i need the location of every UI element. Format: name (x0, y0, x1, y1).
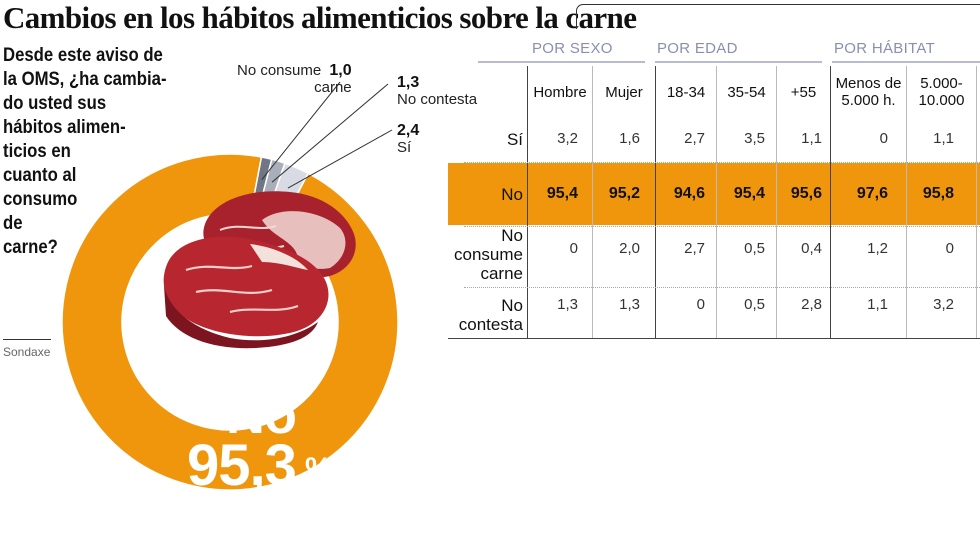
column-header-55plus: +55 (790, 84, 817, 101)
table-cell: 2,0 (619, 240, 640, 257)
table-cell: 3,2 (933, 296, 954, 313)
question-line: do usted sus (3, 93, 107, 114)
slice-label-text: Sí (397, 139, 412, 156)
table-bottom-rule (448, 338, 980, 339)
survey-question: Desde este aviso de la OMS, ¿ha cambia- … (3, 44, 178, 260)
table-cell: 3,2 (557, 130, 578, 147)
column-divider (906, 66, 907, 338)
center-label: No (226, 385, 297, 445)
row-separator (464, 162, 980, 163)
table-cell: 95,4 (733, 185, 765, 202)
row-label-no-consume: No consume carne (454, 226, 523, 283)
chart-title: Cambios en los hábitos alimenticios sobr… (3, 0, 637, 35)
steak-front-fat (250, 244, 308, 270)
table-cell: 95,6 (790, 185, 822, 202)
table-cell: 1,6 (619, 130, 640, 147)
row-label-si: Sí (506, 130, 523, 149)
table-cell: 97,6 (856, 185, 888, 202)
column-divider (655, 66, 656, 338)
table-cell: 2,8 (801, 296, 822, 313)
table-cell: 95,8 (922, 185, 954, 202)
question-line: cuanto al (3, 165, 77, 186)
table-cell: 95,2 (608, 185, 640, 202)
row-separator (464, 287, 980, 288)
table-cell: 0,4 (801, 240, 822, 257)
meat-illustration (163, 191, 356, 349)
group-rule-habitat (832, 61, 980, 63)
column-divider (716, 66, 717, 338)
column-header-18-34: 18-34 (666, 84, 706, 101)
column-divider (830, 66, 831, 338)
leader-line (271, 83, 389, 183)
column-divider (592, 66, 593, 338)
table-cell: 0,5 (744, 240, 765, 257)
slice-label-text: No contesta (397, 91, 478, 108)
question-line: la OMS, ¿ha cambia- (3, 69, 167, 90)
table-cell: 1,1 (933, 130, 954, 147)
steak-back-fat (262, 211, 346, 269)
slice-label-value: 1,3 (397, 74, 420, 91)
group-header-sexo: POR SEXO (532, 40, 613, 57)
table-cell: 1,2 (867, 240, 888, 257)
table-cell: 3,5 (744, 130, 765, 147)
table-cell: 0 (569, 240, 578, 257)
row-separator (464, 226, 980, 227)
question-line: consumo (3, 189, 78, 210)
table-cell: 1,3 (619, 296, 640, 313)
slice-label-value: 1,0 (329, 62, 352, 79)
table-cell: 0 (945, 240, 954, 257)
slice-label-value: 2,4 (397, 122, 420, 139)
group-rule-sexo (478, 61, 645, 63)
slice-label-text: carne (314, 79, 352, 96)
group-rule-edad (655, 61, 822, 63)
column-header-mujer: Mujer (605, 84, 643, 101)
column-header-5000-10000: 5.000- 10.000 (918, 75, 965, 109)
steak-front-marbling (185, 264, 299, 314)
table-cell: 1,3 (557, 296, 578, 313)
column-divider (527, 66, 528, 338)
source-label: Sondaxe (3, 345, 51, 359)
question-line: carne? (3, 237, 58, 258)
table-cell: 0 (696, 296, 705, 313)
center-unit: % (305, 452, 332, 485)
group-header-habitat: POR HÁBITAT (834, 40, 936, 57)
question-line: de (3, 213, 23, 234)
highlight-row-band (448, 163, 980, 225)
table-cell: 0 (879, 130, 888, 147)
slice-label-text: No consume (237, 62, 322, 79)
leader-line (287, 129, 393, 189)
question-line: Desde este aviso de (3, 45, 163, 66)
leader-line (261, 81, 341, 180)
table-cell: 95,4 (546, 185, 578, 202)
source-rule (3, 339, 51, 340)
column-header-menos-5000: Menos de 5.000 h. (835, 75, 902, 109)
center-value: 95,3 (187, 433, 297, 498)
table-cell: 94,6 (673, 185, 705, 202)
table-cell: 2,7 (684, 130, 705, 147)
group-header-edad: POR EDAD (657, 40, 738, 57)
slice-label-no-contesta: 1,3 No contesta (397, 74, 477, 108)
row-label-no: No (501, 185, 523, 204)
table-cell: 2,7 (684, 240, 705, 257)
question-line: ticios en (3, 141, 71, 162)
leader-lines (261, 81, 393, 189)
slice-label-si: 2,4 Sí (397, 122, 419, 156)
table-cell: 1,1 (867, 296, 888, 313)
title-decoration-rule (576, 4, 980, 29)
slice-label-no-consume: No consume 1,0 carne (237, 62, 352, 96)
column-divider (776, 66, 777, 338)
column-header-hombre: Hombre (533, 84, 587, 101)
row-label-no-contesta: No contesta (458, 296, 523, 334)
table-cell: 1,1 (801, 130, 822, 147)
column-divider (976, 66, 977, 338)
table-cell: 0,5 (744, 296, 765, 313)
question-line: hábitos alimen- (3, 117, 126, 138)
column-header-35-54: 35-54 (727, 84, 766, 101)
steak-front-edge (164, 286, 318, 349)
